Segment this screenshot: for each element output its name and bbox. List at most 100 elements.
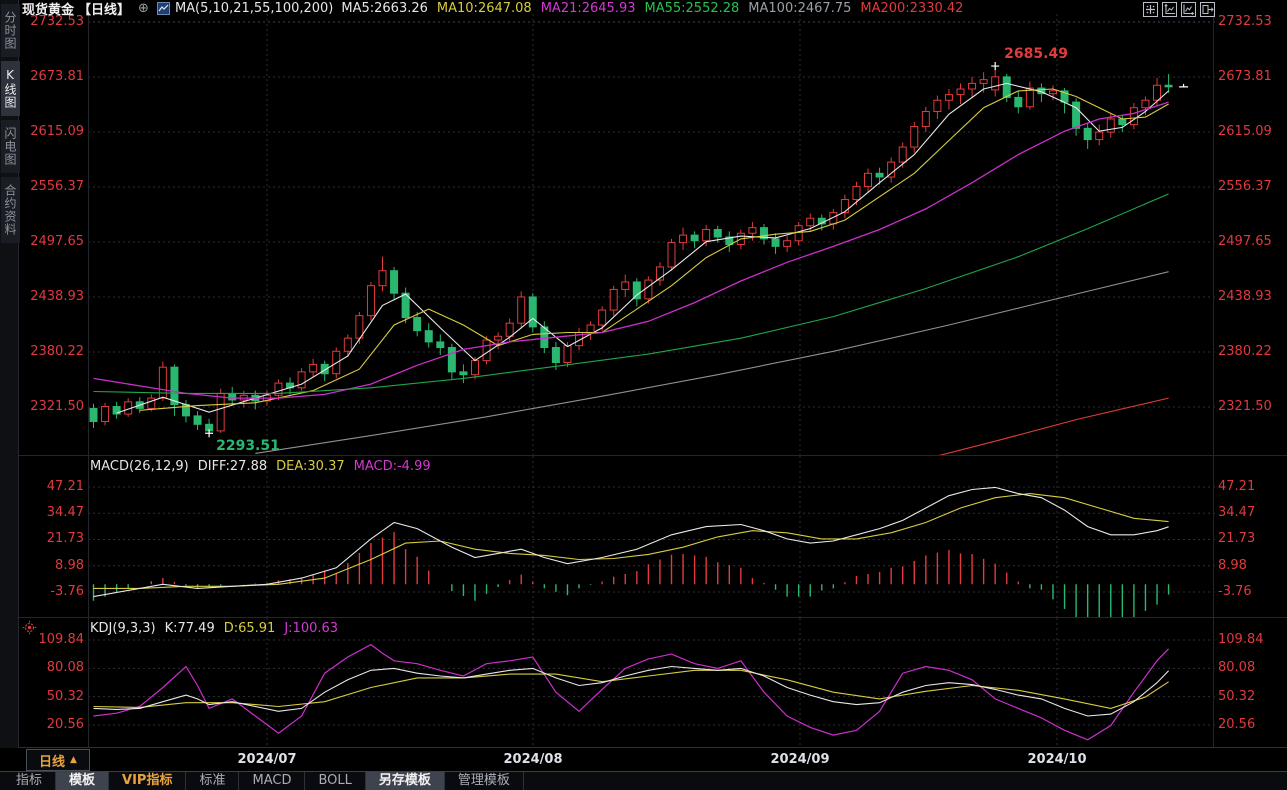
price-tick-label: 2321.50	[30, 398, 84, 414]
candle-body	[667, 242, 676, 268]
candle-body	[343, 337, 352, 352]
candle-body	[725, 236, 734, 245]
sidebar-item-分时图[interactable]: 分时图	[1, 4, 20, 57]
candle-body	[378, 270, 387, 287]
indicator-line	[116, 82, 1169, 414]
sidebar-item-合约资料[interactable]: 合约资料	[1, 177, 20, 243]
price-tick-label: 2438.93	[30, 289, 84, 304]
candle-body	[586, 324, 595, 334]
period-selector[interactable]: 日线 ▲	[26, 749, 90, 771]
panel-divider	[19, 617, 1287, 618]
candle-body	[1106, 118, 1115, 133]
candle-body	[158, 366, 167, 399]
candle-body	[840, 199, 849, 214]
tab-MACD[interactable]: MACD	[239, 772, 306, 790]
candle-body	[216, 392, 225, 432]
tab-模板[interactable]: 模板	[56, 772, 110, 790]
candle-body	[170, 366, 179, 406]
kdj-indicator-panel[interactable]	[88, 618, 1215, 745]
expand-icon[interactable]: ⊕	[138, 1, 149, 16]
price-tick-label: -3.76	[1218, 583, 1252, 599]
period-selector-label: 日线	[39, 754, 66, 770]
tab-管理模板[interactable]: 管理模板	[445, 772, 524, 790]
xaxis-label-2024/10: 2024/10	[1027, 752, 1087, 767]
ma-value: MA55:2552.28	[644, 1, 740, 16]
macd-label[interactable]: MACD(26,12,9)	[90, 459, 189, 474]
candle-body	[748, 227, 757, 234]
pop-out-icon[interactable]	[1200, 2, 1215, 17]
candle-body	[563, 345, 572, 364]
candle-body	[413, 317, 422, 332]
price-tick-label: 109.84	[38, 632, 85, 647]
candle-body	[621, 281, 630, 290]
candle-body	[1048, 90, 1057, 95]
price-tick-label: 34.47	[46, 505, 84, 521]
sidebar-item-K线图[interactable]: K线图	[1, 61, 20, 116]
plot-right-border	[1213, 14, 1214, 747]
plot-left-border	[88, 14, 89, 747]
tab-标准[interactable]: 标准	[186, 772, 240, 790]
candle-body	[979, 79, 988, 84]
candle-body	[690, 234, 699, 242]
candle-body	[505, 322, 514, 337]
tab-VIP指标[interactable]: VIP指标	[109, 772, 187, 790]
candle-body	[1095, 131, 1104, 141]
candle-body	[390, 270, 399, 294]
tab-BOLL[interactable]: BOLL	[305, 772, 366, 790]
candle-body	[540, 326, 549, 349]
candle-body	[759, 227, 768, 240]
candle-body	[968, 82, 977, 90]
price-tick-label: 8.98	[55, 557, 84, 573]
main-candlestick-chart[interactable]: 2685.49 2293.51	[88, 14, 1215, 456]
ma-settings-label[interactable]: MA(5,10,21,55,100,200)	[174, 1, 334, 16]
candle-body	[494, 335, 503, 341]
move-tool-icon[interactable]	[1143, 2, 1158, 17]
indicator-alert-icon[interactable]	[22, 620, 37, 635]
candle-body	[956, 88, 965, 96]
price-tick-label: 80.08	[46, 660, 84, 676]
price-tick-label: 2673.81	[30, 69, 84, 84]
candle-body	[1129, 107, 1138, 126]
candle-body	[459, 371, 468, 376]
sidebar-item-闪电图[interactable]: 闪电图	[1, 120, 20, 173]
price-tick-label: 21.73	[46, 531, 84, 547]
indicator-value: DEA:30.37	[276, 459, 345, 474]
candle-body	[551, 347, 560, 364]
price-tick-label: 47.21	[1218, 479, 1256, 494]
kdj-label[interactable]: KDJ(9,3,3)	[90, 621, 156, 636]
candle-body	[528, 296, 537, 328]
candle-body	[679, 234, 688, 244]
price-tick-label: 2556.37	[1218, 179, 1272, 194]
candle-body	[794, 225, 803, 242]
price-axis-scale-icon[interactable]	[1162, 2, 1177, 17]
macd-indicator-panel[interactable]	[88, 456, 1215, 617]
price-tick-label: 2321.50	[1218, 398, 1272, 414]
chart-toolbar	[1143, 2, 1215, 17]
price-tick-label: 2615.09	[1218, 124, 1272, 139]
tab-指标[interactable]: 指标	[3, 772, 57, 790]
indicator-value: D:65.91	[223, 621, 276, 636]
price-tick-label: 2673.81	[1218, 69, 1272, 84]
price-tick-label: 2497.65	[30, 234, 84, 249]
price-tick-label: 2380.22	[30, 343, 84, 359]
candle-body	[193, 415, 202, 425]
indicator-line	[93, 665, 1169, 717]
candle-body	[101, 406, 110, 423]
candle-body	[228, 392, 237, 401]
indicator-value: K:77.49	[164, 621, 215, 636]
macd-header: MACD(26,12,9) DIFF:27.88 DEA:30.37 MACD:-4…	[90, 459, 431, 474]
price-tick-label: 2438.93	[1218, 289, 1272, 304]
price-tick-label: 21.73	[1218, 531, 1256, 547]
candle-body	[991, 76, 1000, 91]
indicator-line	[93, 669, 1169, 709]
time-axis-scale-icon[interactable]	[1181, 2, 1196, 17]
price-tick-label: 2556.37	[30, 179, 84, 194]
candle-body	[713, 229, 722, 238]
candle-body	[1002, 76, 1011, 98]
candle-body	[274, 382, 283, 396]
price-tick-label: 20.56	[1218, 717, 1256, 732]
price-tick-label: 2380.22	[1218, 343, 1272, 359]
tab-另存模板[interactable]: 另存模板	[365, 772, 445, 790]
chart-style-icon[interactable]	[156, 2, 170, 15]
candle-body	[1118, 118, 1127, 126]
